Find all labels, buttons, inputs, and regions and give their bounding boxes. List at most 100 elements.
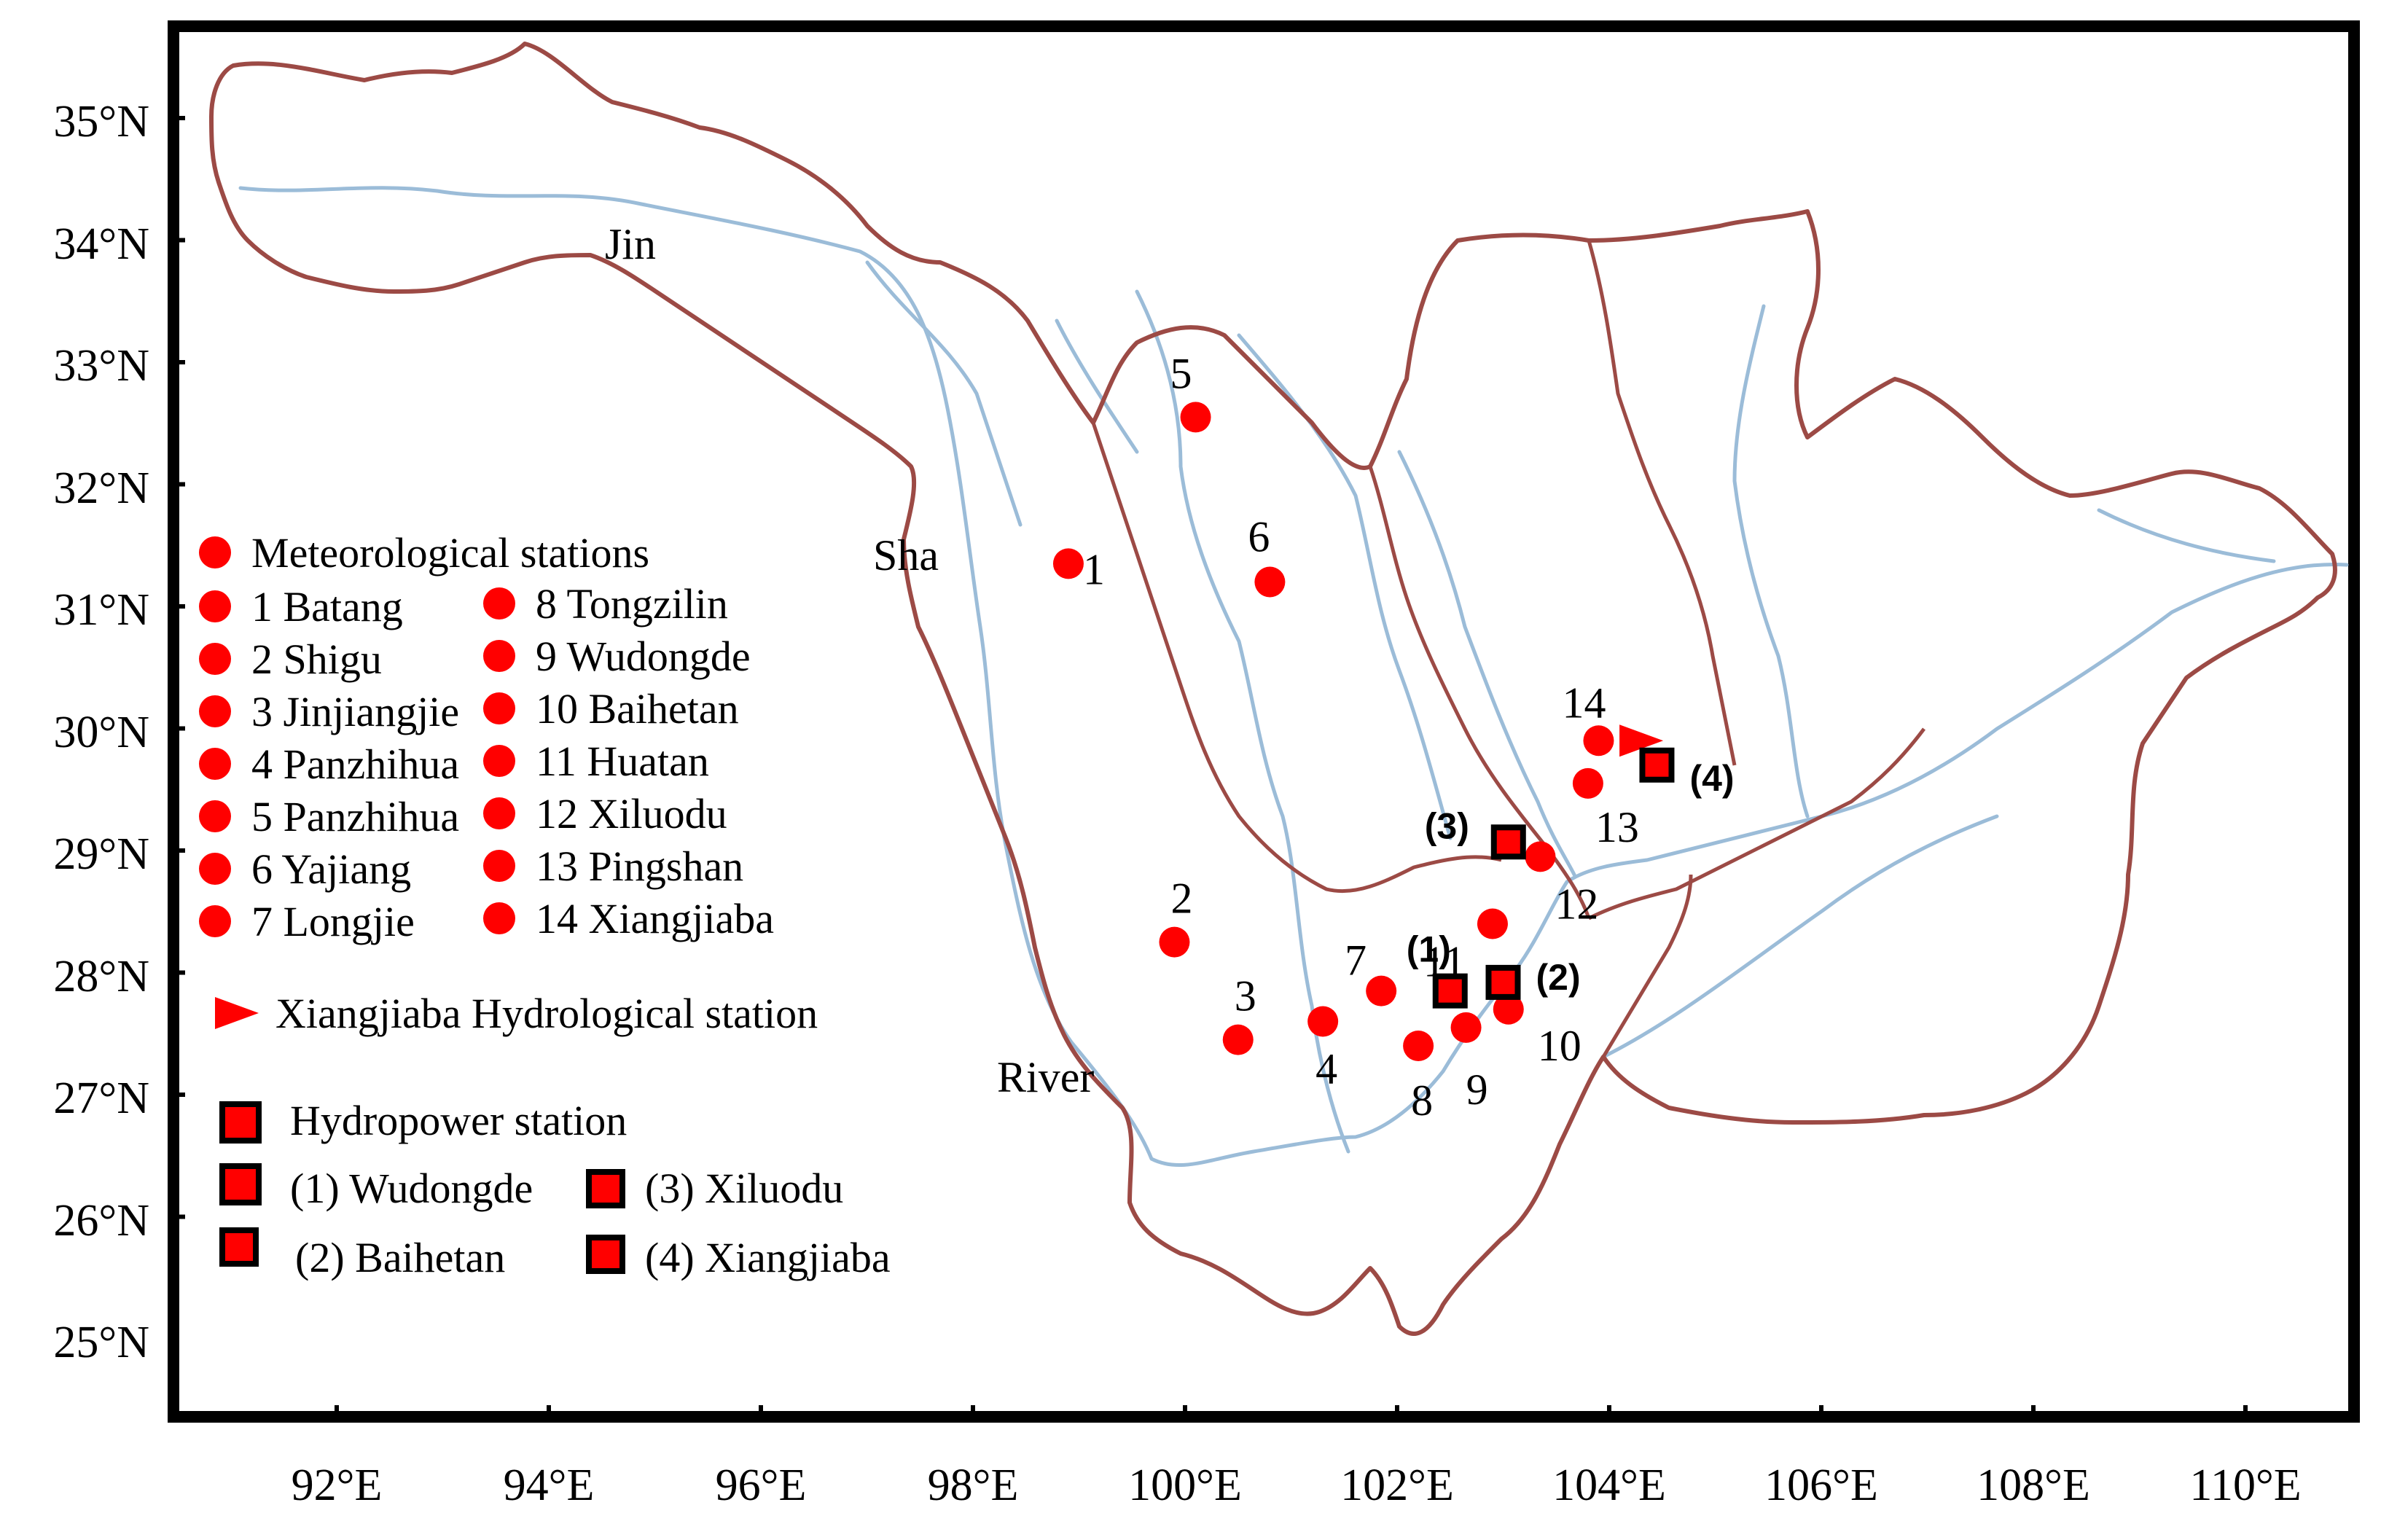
legend-met-item: 1 Batang xyxy=(251,583,403,630)
legend-met-title: Meteorological stations xyxy=(251,529,649,576)
legend-hydro-marker xyxy=(586,1169,625,1208)
met-station-11 xyxy=(1477,908,1508,939)
legend-hydro-item: (4) Xiangjiaba xyxy=(645,1234,891,1281)
legend-met-item: 9 Wudongde xyxy=(536,633,751,680)
legend-met-marker xyxy=(199,748,231,780)
y-tick: 30°N xyxy=(53,708,149,757)
met-station-label: 10 xyxy=(1538,1022,1582,1070)
met-station-label: 9 xyxy=(1466,1066,1488,1114)
legend-met-marker xyxy=(483,640,515,672)
x-tick: 106°E xyxy=(1764,1461,1878,1510)
y-tick: 28°N xyxy=(53,952,149,1001)
met-station-7 xyxy=(1366,975,1397,1007)
y-tick: 31°N xyxy=(53,585,149,635)
legend-met-item: 4 Panzhihua xyxy=(251,740,459,788)
legend-hydrological-marker xyxy=(215,997,259,1029)
met-station-4 xyxy=(1307,1006,1339,1037)
hydropower-station-label: (1) xyxy=(1407,929,1451,970)
hydropower-station-label: (4) xyxy=(1689,758,1734,799)
legend: Meteorological stations 1 Batang 2 Shigu 3… xyxy=(199,529,891,1281)
tick-marks xyxy=(173,116,2248,1417)
x-tick: 94°E xyxy=(504,1461,595,1510)
hydropower-station-label: (3) xyxy=(1425,805,1469,846)
y-tick: 34°N xyxy=(53,219,149,269)
legend-hydro-item: (2) Baihetan xyxy=(295,1234,505,1281)
legend-met-marker xyxy=(199,695,231,727)
met-station-label: 12 xyxy=(1555,880,1598,928)
minjiang-river xyxy=(1397,450,1576,877)
met-station-14 xyxy=(1583,725,1614,757)
hydropower-station-marker xyxy=(1639,747,1675,783)
sub-basin-borders xyxy=(1091,240,1925,1058)
legend-met-item: 12 Xiluodu xyxy=(536,790,727,837)
y-tick: 33°N xyxy=(53,341,149,391)
met-station-label: 8 xyxy=(1411,1076,1433,1125)
legend-met-item: 6 Yajiang xyxy=(251,845,411,893)
legend-hydro-item: (1) Wudongde xyxy=(290,1165,533,1212)
legend-hydro-marker xyxy=(219,1101,262,1144)
legend-met-item: 2 Shigu xyxy=(251,636,382,683)
x-tick: 92°E xyxy=(292,1461,383,1510)
legend-met-marker xyxy=(483,692,515,724)
legend-met-marker xyxy=(199,536,231,568)
x-tick-labels: 92°E 94°E 96°E 98°E 100°E 102°E 104°E 10… xyxy=(292,1461,2302,1510)
met-station-6 xyxy=(1254,566,1286,598)
river-label-jin: Jin xyxy=(605,220,656,268)
x-tick: 96°E xyxy=(716,1461,807,1510)
met-station-label: 7 xyxy=(1345,937,1367,985)
legend-met-item: 3 Jinjiangjie xyxy=(251,688,459,735)
hydropower-station-label: (2) xyxy=(1536,957,1581,998)
x-tick: 98°E xyxy=(928,1461,1019,1510)
met-station-label: 6 xyxy=(1248,513,1270,561)
met-station-9 xyxy=(1450,1012,1482,1043)
legend-met-item: 7 Longjie xyxy=(251,898,415,945)
met-station-label: 2 xyxy=(1170,875,1192,923)
met-station-13 xyxy=(1572,767,1603,799)
legend-met-marker xyxy=(199,905,231,937)
hydropower-station-marker xyxy=(1432,973,1468,1009)
y-tick: 25°N xyxy=(53,1318,149,1367)
legend-met-item: 14 Xiangjiaba xyxy=(536,895,774,942)
legend-met-marker xyxy=(199,643,231,675)
legend-met-marker xyxy=(199,853,231,885)
x-tick: 100°E xyxy=(1128,1461,1242,1510)
met-station-3 xyxy=(1222,1024,1254,1055)
legend-hydro-item: (3) Xiluodu xyxy=(645,1165,843,1212)
met-station-label: 3 xyxy=(1235,972,1256,1020)
legend-met-item: 11 Huatan xyxy=(536,738,709,785)
met-station-label: 13 xyxy=(1595,803,1639,851)
y-tick: 29°N xyxy=(53,829,149,879)
river-label-sha: Sha xyxy=(873,531,939,579)
legend-met-marker xyxy=(483,902,515,934)
met-station-5 xyxy=(1180,402,1211,433)
x-tick: 110°E xyxy=(2189,1461,2301,1510)
upper-tributary-2 xyxy=(1055,318,1139,454)
upper-tributary-1 xyxy=(865,260,1023,527)
legend-met-item: 10 Baihetan xyxy=(536,685,739,732)
legend-met-marker xyxy=(199,590,231,622)
legend-hydro-marker xyxy=(219,1163,262,1205)
legend-met-marker xyxy=(483,587,515,619)
legend-met-marker xyxy=(483,850,515,882)
met-station-8 xyxy=(1403,1031,1434,1061)
met-station-label: 5 xyxy=(1170,349,1192,397)
legend-met-column-1: 1 Batang 2 Shigu 3 Jinjiangjie 4 Panzhihua 5… xyxy=(199,583,459,945)
met-station-label: 14 xyxy=(1562,679,1606,727)
legend-met-marker xyxy=(483,797,515,829)
jinsha-river-main xyxy=(238,186,2349,1168)
river-label-river: River xyxy=(997,1053,1094,1101)
han-river xyxy=(2097,508,2276,563)
legend-hydro-marker xyxy=(586,1235,625,1274)
y-tick: 32°N xyxy=(53,464,149,513)
legend-met-item: 13 Pingshan xyxy=(536,843,743,890)
legend-hydro-marker xyxy=(219,1227,259,1267)
met-station-label: 4 xyxy=(1315,1045,1337,1093)
legend-hydro-title: Hydropower station xyxy=(290,1097,627,1144)
legend-met-marker xyxy=(483,745,515,777)
met-station-1 xyxy=(1052,548,1084,579)
legend-met-item: 5 Panzhihua xyxy=(251,793,459,840)
y-tick: 26°N xyxy=(53,1196,149,1246)
basin-border xyxy=(209,42,2337,1336)
